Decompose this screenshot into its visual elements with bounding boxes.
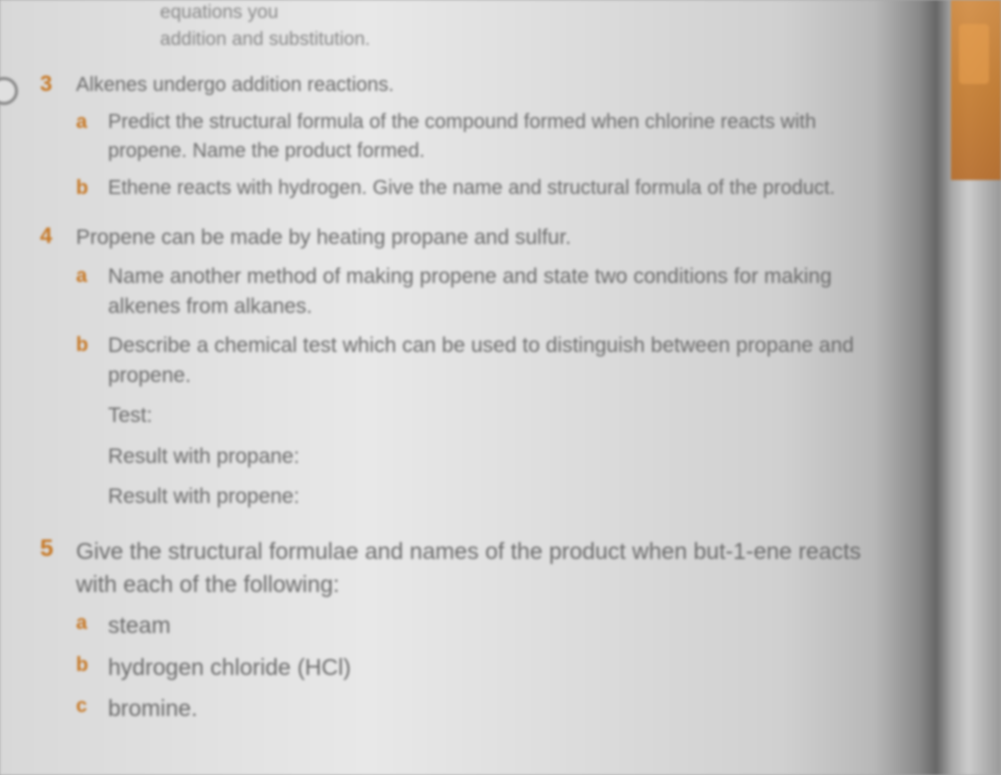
page-edge-shadow [920,0,1001,775]
field-result-propene: Result with propene: [76,482,880,512]
sub-text: Ethene reacts with hydrogen. Give the na… [108,174,880,203]
question-number: 5 [40,535,53,563]
header-line-2: addition and substitution. [160,27,880,54]
sub-text: Predict the structural formula of the co… [108,108,880,166]
sub-letter: b [76,174,88,203]
question-3: 3 Alkenes undergo addition reactions. a … [40,71,880,203]
sub-text: steam [108,609,880,642]
sub-part-a: a Predict the structural formula of the … [76,108,880,166]
sub-part-b: b Describe a chemical test which can be … [76,331,880,392]
sub-letter: b [76,651,88,680]
bullet-icon [0,77,18,105]
question-intro: Propene can be made by heating propane a… [76,223,880,253]
sub-letter: a [76,108,87,137]
sub-letter: c [76,692,87,721]
sub-letter: a [76,609,87,638]
header-fragment: equations you addition and substitution. [160,0,880,53]
question-4: 4 Propene can be made by heating propane… [40,223,880,513]
question-number: 4 [40,223,52,249]
question-intro: Give the structural formulae and names o… [76,535,880,602]
sub-text: hydrogen chloride (HCl) [108,651,880,684]
field-test: Test: [76,401,880,431]
sub-part-b: b hydrogen chloride (HCl) [76,651,880,684]
question-intro: Alkenes undergo addition reactions. [76,71,880,100]
question-number: 3 [40,71,52,97]
orange-tab-inner [959,24,989,84]
question-5: 5 Give the structural formulae and names… [40,535,880,726]
header-line-1: equations you [160,0,880,27]
sub-text: Describe a chemical test which can be us… [108,331,880,392]
sub-text: bromine. [108,692,880,725]
sub-part-a: a Name another method of making propene … [76,262,880,323]
field-result-propane: Result with propane: [76,442,880,472]
sub-part-c: c bromine. [76,692,880,725]
sub-part-b: b Ethene reacts with hydrogen. Give the … [76,174,880,203]
sub-letter: a [76,262,87,291]
sub-text: Name another method of making propene an… [108,262,880,323]
sub-letter: b [76,331,88,360]
sub-part-a: a steam [76,609,880,642]
textbook-page: equations you addition and substitution.… [0,0,920,775]
